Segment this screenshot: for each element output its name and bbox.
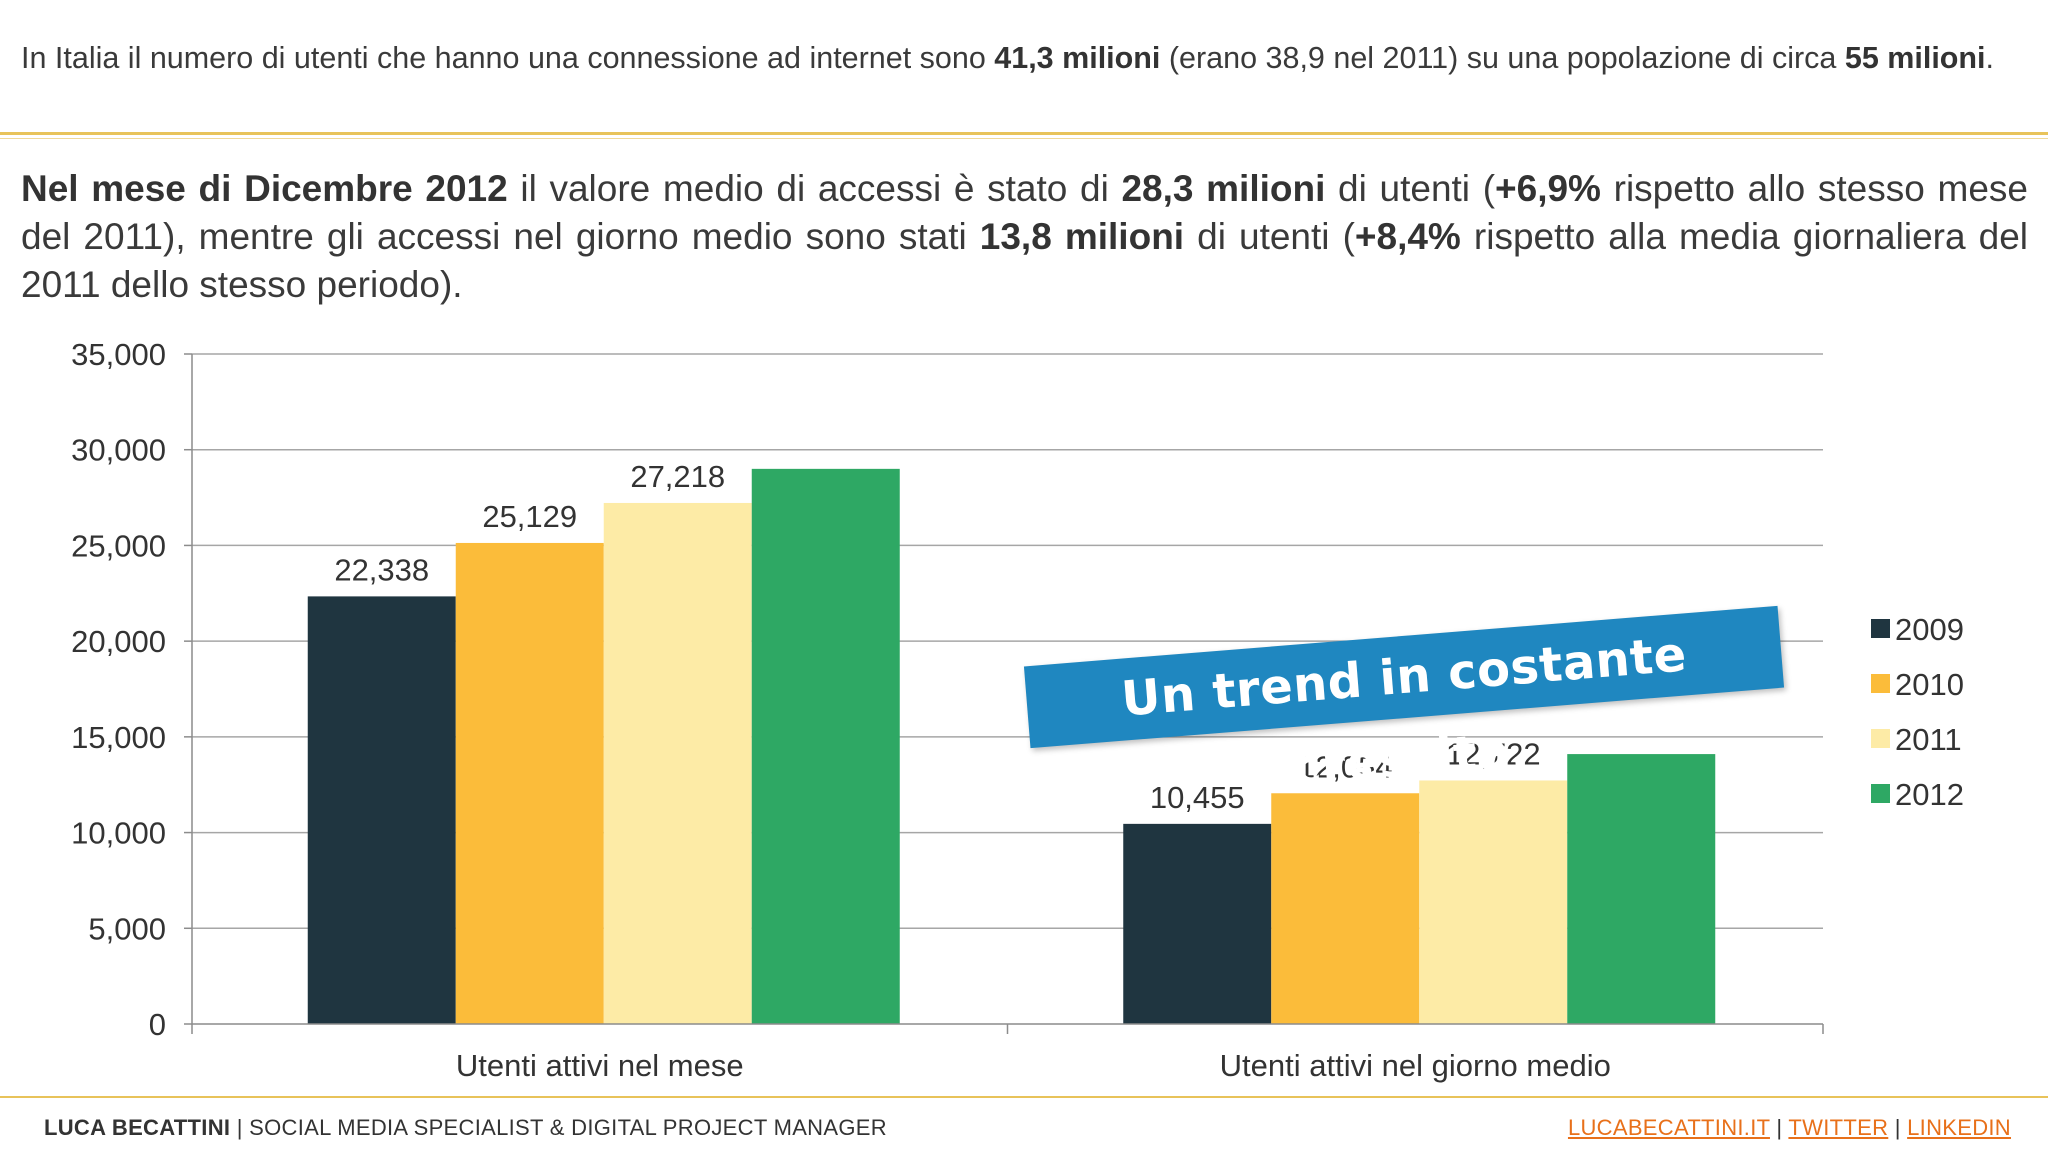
- bar-data-label: 27,218: [630, 459, 725, 494]
- bar-2009: [1123, 823, 1272, 1024]
- legend-swatch-2010: [1871, 674, 1890, 693]
- bar-data-label: 25,129: [482, 499, 577, 534]
- y-tick-label: 10,000: [71, 816, 166, 851]
- y-tick-label: 25,000: [71, 528, 166, 563]
- y-tick-label: 30,000: [71, 433, 166, 468]
- legend-swatch-2011: [1871, 729, 1890, 748]
- bar-data-label: 22,338: [334, 552, 429, 587]
- bar-2012: [1567, 754, 1716, 1024]
- y-tick-label: 5,000: [88, 911, 166, 946]
- bar-2010: [455, 542, 604, 1024]
- y-tick-label: 35,000: [71, 337, 166, 372]
- bar-data-label: 10,455: [1150, 780, 1245, 815]
- x-category-label: Utenti attivi nel giorno medio: [1220, 1048, 1611, 1083]
- y-tick-label: 20,000: [71, 624, 166, 659]
- x-category-label: Utenti attivi nel mese: [456, 1048, 744, 1083]
- footer-role: | SOCIAL MEDIA SPECIALIST & DIGITAL PROJ…: [230, 1115, 887, 1140]
- footer-links: LUCABECATTINI.IT | TWITTER | LINKEDIN: [1567, 1115, 2011, 1140]
- bar-data-label: 12,054: [1298, 749, 1393, 784]
- chart-axes: 0 5,000 10,000 15,000 20,000 25,000 30,000 35,0…: [71, 337, 1824, 1083]
- link-twitter[interactable]: TWITTER: [1788, 1115, 1889, 1140]
- legend-label: 2011: [1895, 722, 1962, 757]
- bar-2011: [603, 502, 752, 1024]
- footer-author: LUCA BECATTINI | SOCIAL MEDIA SPECIALIST…: [44, 1115, 887, 1141]
- legend-label: 2012: [1895, 777, 1964, 812]
- bar-2011: [1419, 780, 1568, 1024]
- legend-swatch-2009: [1871, 619, 1890, 638]
- bar-2010: [1271, 793, 1420, 1024]
- top-divider-thin: [0, 138, 2048, 139]
- link-website[interactable]: LUCABECATTINI.IT: [1567, 1115, 1770, 1140]
- legend-label: 2009: [1895, 612, 1964, 647]
- intro-text: In Italia il numero di utenti che hanno …: [21, 41, 1995, 75]
- bottom-divider: [0, 1096, 2048, 1098]
- legend-swatch-2012: [1871, 784, 1890, 803]
- bar-2012: [751, 468, 900, 1024]
- main-text: Nel mese di Dicembre 2012 il valore medi…: [21, 168, 2028, 305]
- link-linkedin[interactable]: LINKEDIN: [1907, 1115, 2011, 1140]
- y-tick-label: 0: [149, 1007, 166, 1042]
- chart-legend: 2009 2010 2011 2012: [1871, 612, 1964, 812]
- top-divider: [0, 132, 2048, 135]
- bar-2009: [307, 596, 456, 1024]
- legend-label: 2010: [1895, 667, 1964, 702]
- footer-name: LUCA BECATTINI: [44, 1115, 231, 1140]
- y-tick-label: 15,000: [71, 720, 166, 755]
